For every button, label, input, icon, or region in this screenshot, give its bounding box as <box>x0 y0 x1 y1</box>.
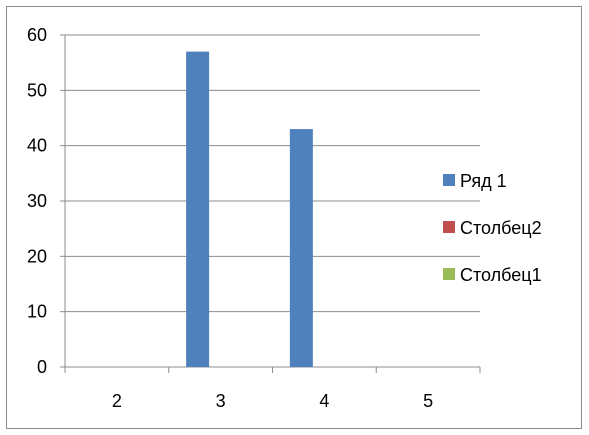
legend-label-1: Столбец2 <box>460 218 542 238</box>
y-tick-label: 0 <box>37 357 47 377</box>
y-tick-label: 50 <box>27 80 47 100</box>
x-tick-label: 5 <box>423 391 433 411</box>
y-tick-label: 20 <box>27 246 47 266</box>
x-tick-label: 2 <box>112 391 122 411</box>
bar-0-2 <box>289 129 313 367</box>
y-axis-ticks: 0 10 20 30 40 50 60 <box>27 25 66 377</box>
y-tick-label: 40 <box>27 136 47 156</box>
legend-swatch-2 <box>443 268 455 280</box>
legend-swatch-0 <box>443 174 455 186</box>
x-tick-label: 4 <box>319 391 329 411</box>
y-tick-label: 60 <box>27 25 47 45</box>
legend: Ряд 1 Столбец2 Столбец1 <box>443 171 542 285</box>
bar-0-1 <box>186 51 210 367</box>
gridlines <box>65 34 480 313</box>
legend-swatch-1 <box>443 221 455 233</box>
y-tick-label: 10 <box>27 302 47 322</box>
bars <box>186 51 313 367</box>
y-tick-label: 30 <box>27 191 47 211</box>
x-axis-ticks: 2 3 4 5 <box>64 366 481 411</box>
x-tick-label: 3 <box>216 391 226 411</box>
legend-label-2: Столбец1 <box>460 265 542 285</box>
legend-label-0: Ряд 1 <box>460 171 507 191</box>
